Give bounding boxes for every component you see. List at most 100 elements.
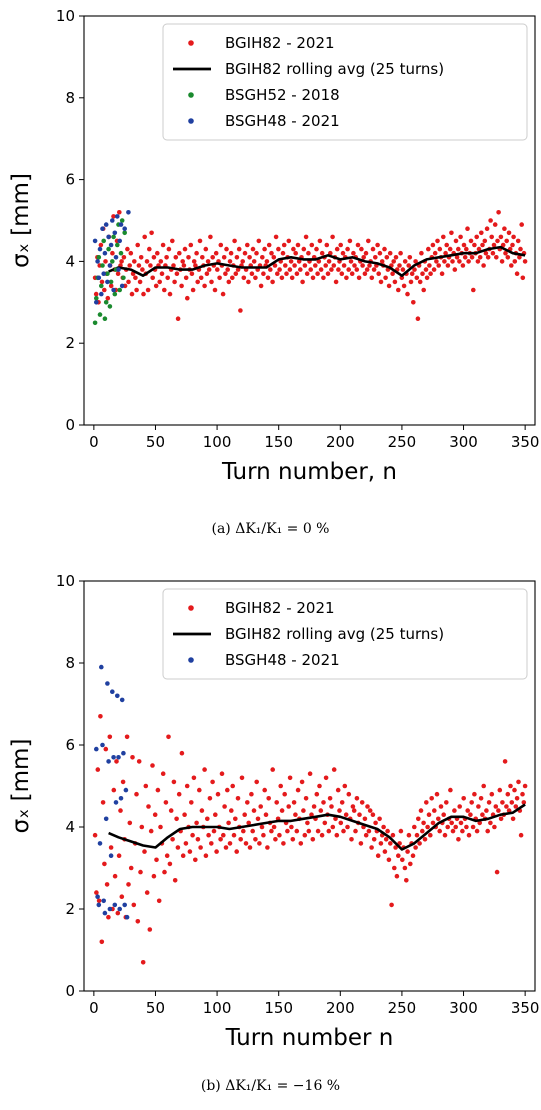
- y-tick-label: 4: [65, 818, 75, 836]
- data-point: [174, 271, 180, 277]
- data-point: [458, 820, 464, 826]
- data-point: [386, 283, 392, 289]
- data-point: [318, 808, 324, 813]
- data-point: [369, 275, 375, 281]
- data-point: [340, 250, 346, 256]
- data-point: [156, 898, 162, 904]
- y-tick-label: 2: [65, 900, 75, 918]
- data-point: [190, 832, 195, 838]
- data-point: [382, 849, 388, 854]
- data-point: [517, 254, 522, 260]
- data-point: [345, 824, 350, 830]
- data-point: [370, 246, 376, 252]
- data-point: [408, 279, 414, 285]
- data-point: [99, 664, 104, 670]
- data-point: [172, 878, 178, 883]
- data-point: [174, 816, 179, 822]
- legend-marker: [188, 605, 194, 611]
- data-point: [520, 275, 526, 281]
- data-point: [485, 254, 491, 260]
- data-point: [140, 960, 146, 965]
- data-point: [261, 832, 266, 838]
- data-point: [251, 808, 257, 813]
- data-point: [173, 254, 179, 260]
- data-point: [197, 238, 203, 244]
- data-point: [373, 820, 378, 826]
- data-point: [295, 242, 301, 248]
- data-point: [377, 250, 383, 256]
- data-point: [401, 283, 407, 289]
- data-point: [113, 254, 119, 260]
- data-point: [266, 242, 272, 248]
- data-point: [336, 267, 341, 272]
- data-point: [310, 275, 316, 281]
- data-point: [115, 910, 121, 916]
- data-point: [521, 800, 527, 805]
- data-point: [329, 267, 334, 272]
- data-point: [453, 824, 459, 830]
- data-point: [375, 242, 380, 248]
- data-point: [148, 828, 154, 834]
- data-point: [489, 234, 495, 240]
- data-point: [117, 210, 122, 215]
- data-point: [492, 222, 498, 227]
- data-point: [280, 250, 286, 256]
- data-point: [460, 263, 466, 268]
- data-point: [437, 246, 443, 252]
- data-point: [274, 800, 280, 805]
- data-point: [233, 816, 238, 822]
- caption-b: (b) ΔK₁/K₁ = −16 %: [200, 1078, 341, 1094]
- data-point: [399, 275, 405, 281]
- data-point: [234, 849, 239, 854]
- data-point: [181, 263, 187, 268]
- data-point: [92, 238, 98, 244]
- data-point: [126, 882, 131, 887]
- data-point: [436, 816, 441, 822]
- data-point: [426, 812, 432, 817]
- data-point: [326, 828, 332, 834]
- data-point: [303, 796, 309, 801]
- data-point: [437, 828, 443, 834]
- data-point: [202, 767, 207, 772]
- x-tick-label: 0: [89, 999, 99, 1017]
- data-point: [465, 808, 471, 813]
- data-point: [424, 800, 429, 805]
- data-point: [450, 828, 456, 834]
- data-point: [102, 250, 108, 256]
- data-point: [391, 259, 397, 264]
- data-point: [385, 828, 390, 834]
- data-point: [316, 259, 322, 264]
- data-point: [480, 242, 485, 248]
- data-point: [205, 816, 210, 822]
- data-point: [349, 271, 355, 277]
- data-point: [139, 824, 145, 830]
- data-point: [414, 275, 420, 281]
- data-point: [253, 837, 258, 842]
- data-point: [382, 246, 387, 252]
- data-point: [97, 312, 103, 317]
- data-point: [498, 234, 504, 240]
- data-point: [306, 828, 312, 834]
- data-point: [230, 275, 235, 281]
- legend-label: BSGH48 - 2021: [225, 112, 340, 130]
- data-point: [314, 791, 320, 797]
- data-point: [277, 832, 282, 838]
- data-point: [398, 828, 404, 834]
- data-point: [514, 271, 520, 277]
- data-point: [250, 246, 256, 252]
- data-point: [438, 804, 444, 809]
- data-point: [349, 837, 354, 842]
- data-point: [421, 820, 426, 826]
- data-point: [396, 287, 401, 293]
- data-point: [115, 271, 121, 277]
- data-point: [142, 849, 147, 854]
- data-point: [331, 767, 337, 772]
- data-point: [475, 259, 481, 264]
- data-point: [410, 853, 416, 858]
- data-point: [301, 246, 307, 252]
- data-point: [135, 242, 140, 248]
- data-point: [472, 242, 477, 248]
- x-tick-label: 150: [264, 999, 293, 1017]
- data-point: [155, 787, 161, 793]
- data-point: [107, 263, 113, 268]
